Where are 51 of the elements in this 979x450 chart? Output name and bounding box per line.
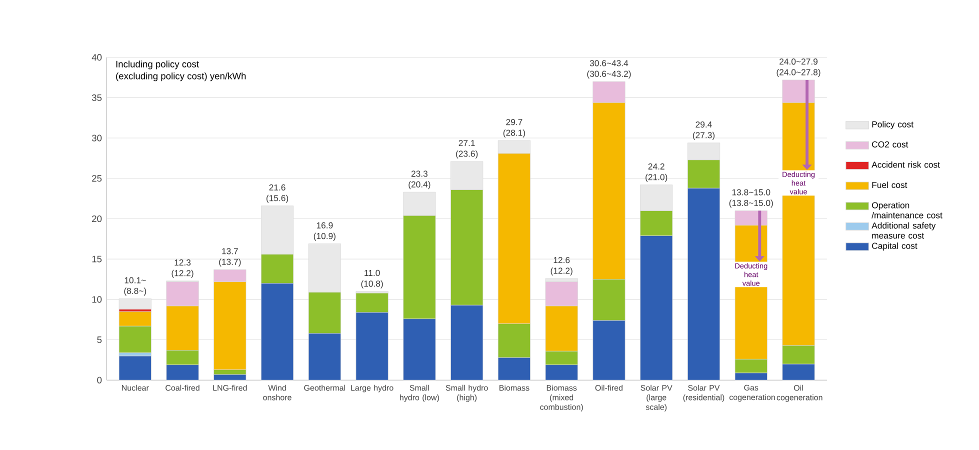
legend-label: Fuel cost bbox=[872, 182, 908, 188]
total-label: 12.6 (12.2) bbox=[550, 256, 572, 276]
x-tick-label: Small hydro (low) bbox=[400, 384, 439, 402]
x-tick-label: Wind onshore bbox=[263, 384, 292, 400]
total-label: 29.4 (27.3) bbox=[692, 121, 715, 140]
legend-label: Accident risk cost bbox=[872, 161, 940, 168]
total-label: 23.3 (20.4) bbox=[408, 170, 430, 190]
total-label: 13.7 (13.7) bbox=[219, 248, 241, 267]
total-label: 24.0~27.9 (24.0~27.8) bbox=[776, 58, 820, 77]
y-tick-label: 20 bbox=[92, 215, 102, 222]
x-tick-label: Gas cogeneration bbox=[729, 384, 775, 402]
y-tick-label: 5 bbox=[97, 336, 102, 343]
x-tick-label: Geothermal bbox=[304, 384, 346, 391]
y-tick-label: 30 bbox=[92, 134, 102, 142]
total-label: 29.7 (28.1) bbox=[503, 118, 525, 138]
y-tick-label: 35 bbox=[92, 94, 102, 101]
x-tick-label: Small hydro (high) bbox=[446, 384, 488, 402]
bar bbox=[118, 356, 152, 380]
x-tick-label: Nuclear bbox=[122, 384, 149, 391]
x-tick-label: Coal-fired bbox=[166, 384, 200, 391]
total-label: 27.1 (23.6) bbox=[456, 140, 478, 158]
x-tick-label: Large hydro bbox=[351, 384, 394, 392]
x-tick-label: LNG-fired bbox=[213, 384, 247, 391]
legend-label: CO2 cost bbox=[872, 141, 908, 148]
legend-label: Policy cost bbox=[872, 120, 914, 130]
legend-label: Additional safety measure cost bbox=[872, 222, 936, 239]
y-tick-label: 0 bbox=[97, 376, 102, 384]
total-label: 21.6 (15.6) bbox=[266, 184, 288, 203]
bar bbox=[214, 374, 246, 380]
total-label: 10.1~ (8.8~) bbox=[124, 277, 146, 296]
x-tick-label: Solar PV (residential) bbox=[683, 384, 724, 402]
x-tick-label: Biomass bbox=[500, 384, 530, 391]
y-axis-title: Including policy cost bbox=[116, 60, 199, 70]
y-tick-label: 10 bbox=[92, 296, 102, 303]
total-label: 16.9 (10.9) bbox=[314, 222, 336, 241]
x-tick-label: Biomass (mixed combustion) bbox=[540, 384, 583, 412]
annotation: (excluding policy cost) yen/kWh bbox=[116, 72, 246, 82]
total-label: 11.0 (10.8) bbox=[361, 270, 383, 288]
legend-label: Operation /maintenance cost bbox=[872, 202, 942, 218]
total-label: 13.8~15.0 (13.8~15.0) bbox=[729, 189, 773, 208]
total-label: 24.2 (21.0) bbox=[646, 163, 668, 182]
bar bbox=[118, 298, 152, 310]
x-tick-label: Solar PV (large scale) bbox=[640, 384, 672, 412]
total-label: 12.3 (12.2) bbox=[172, 259, 194, 278]
x-tick-label: Oil-fired bbox=[595, 384, 622, 391]
x-tick-label: Oil cogeneration bbox=[776, 384, 822, 402]
y-tick-label: 40 bbox=[92, 54, 102, 61]
total-label: 30.6~43.4 (30.6~43.2) bbox=[587, 60, 631, 79]
legend-label: Capital cost bbox=[872, 242, 918, 251]
y-tick-label: 25 bbox=[92, 175, 102, 182]
y-tick-label: 15 bbox=[92, 256, 102, 262]
